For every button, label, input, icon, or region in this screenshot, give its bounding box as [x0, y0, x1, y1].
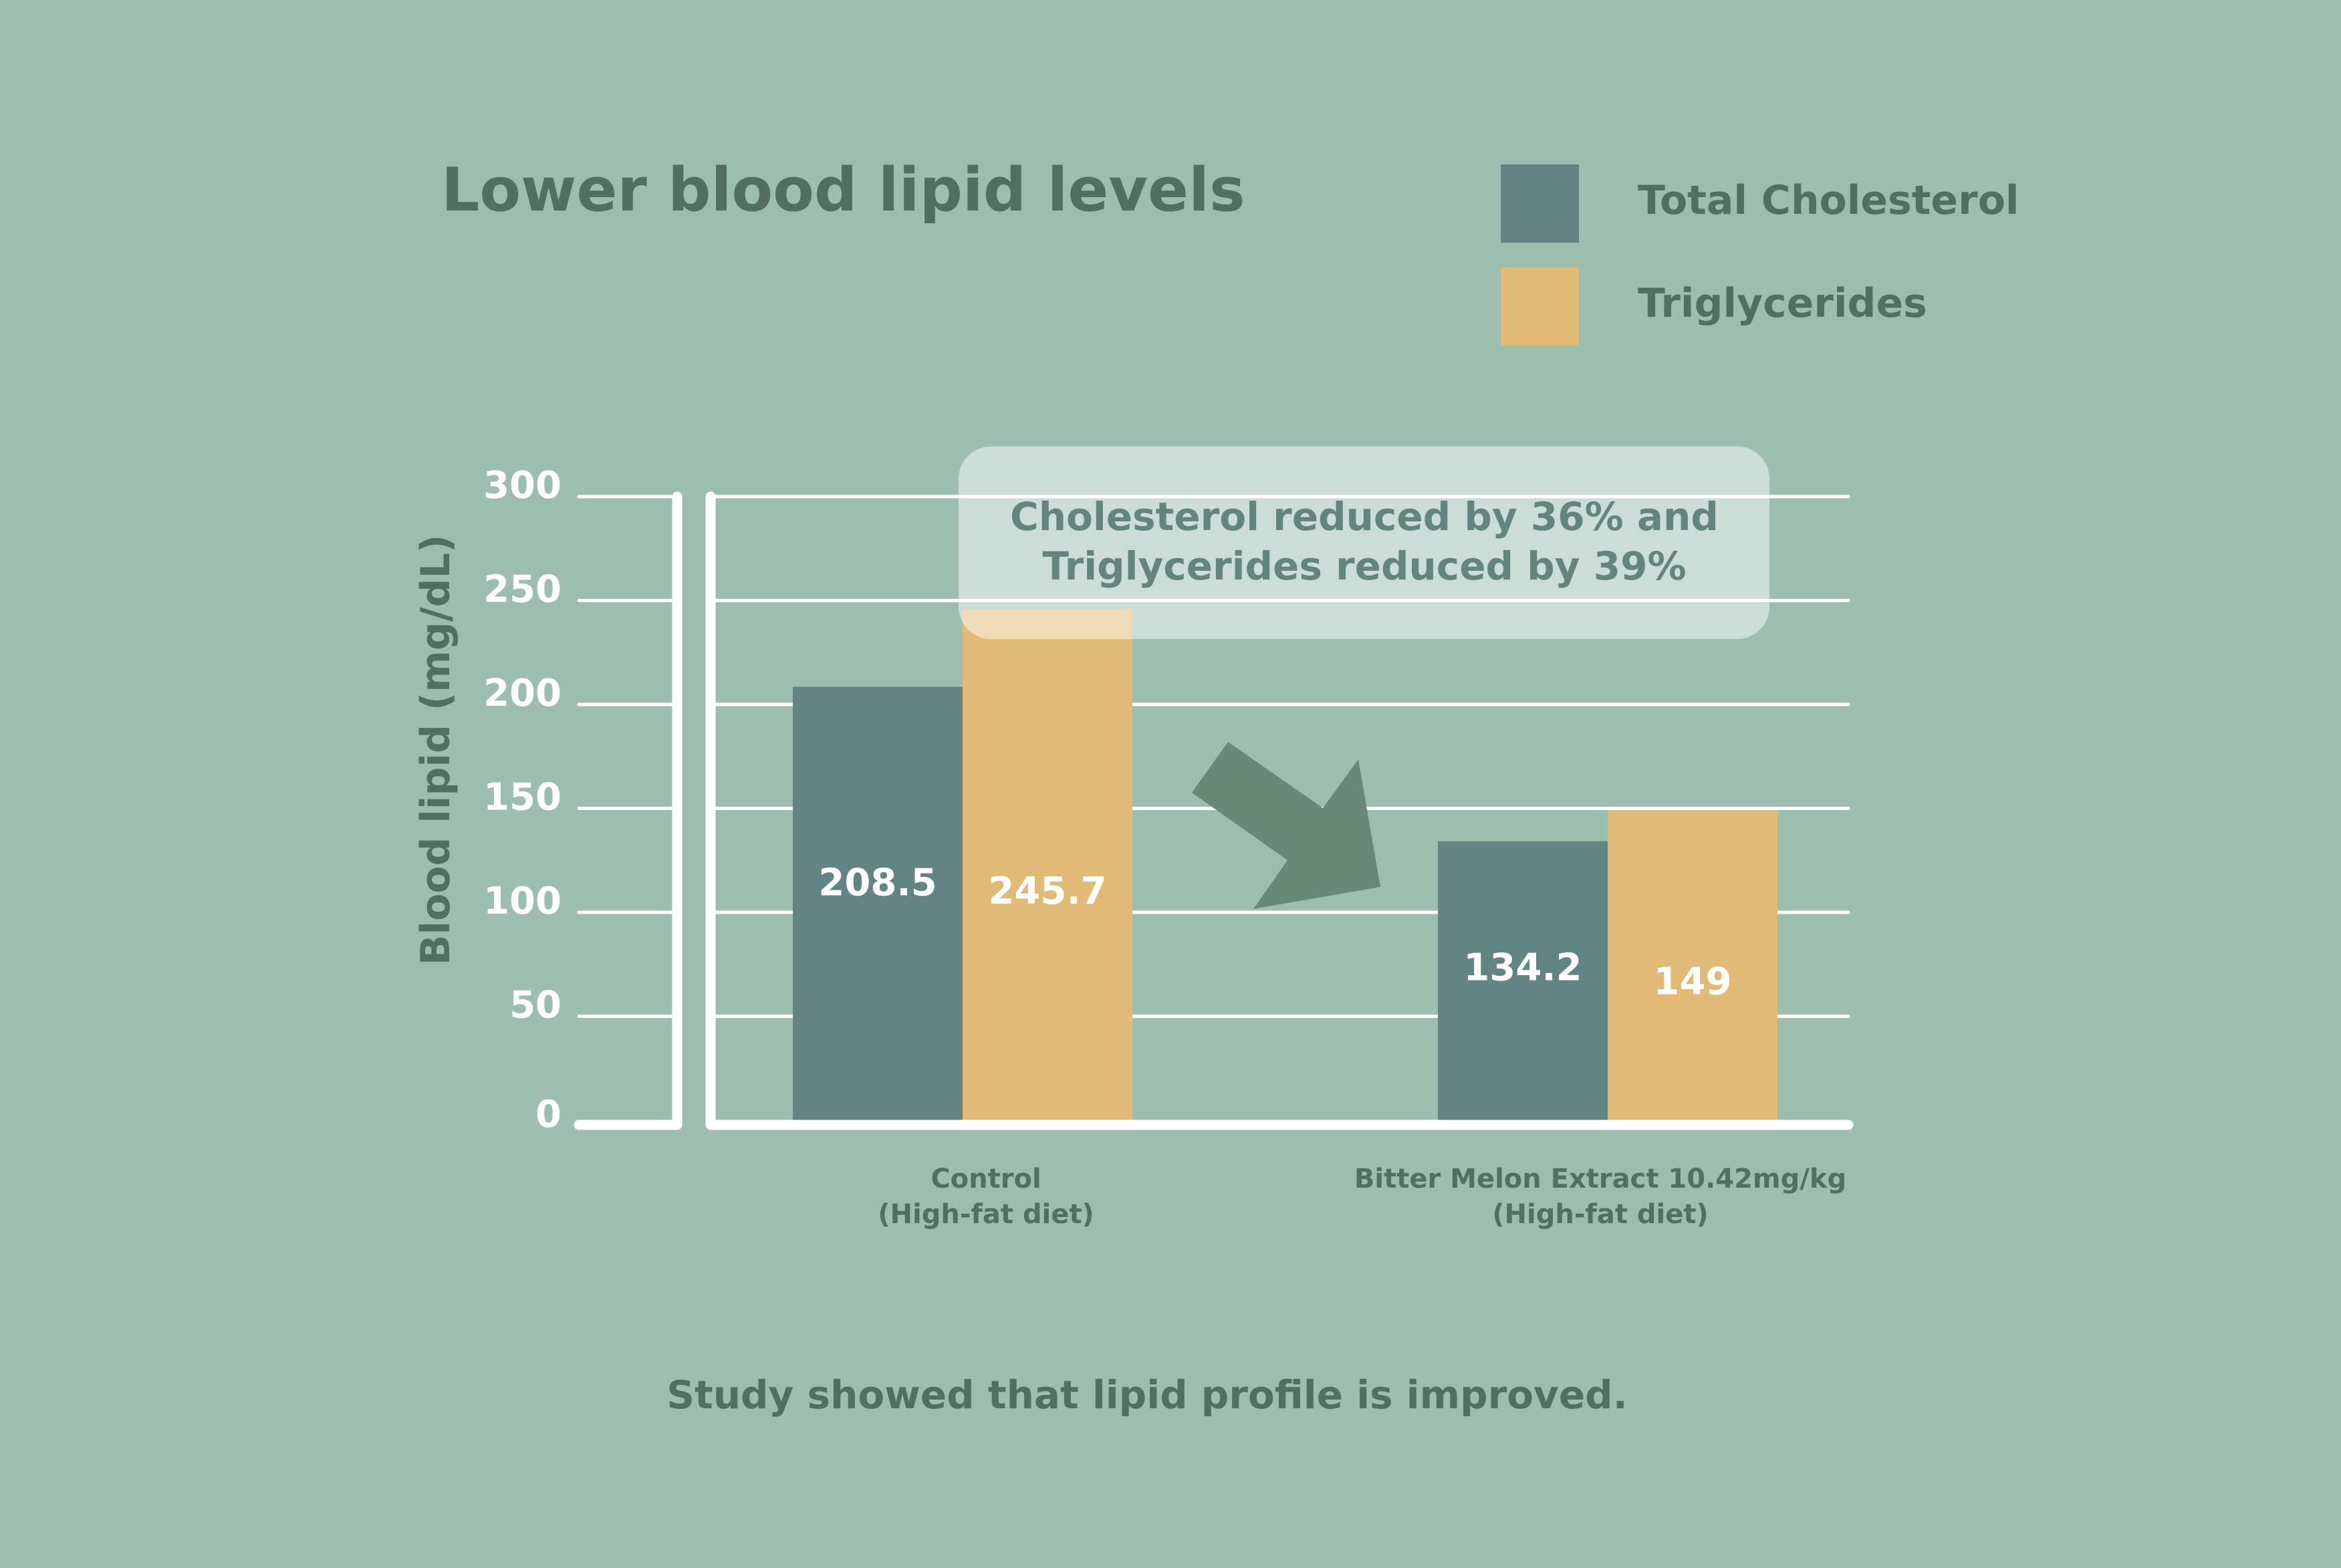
y-tick-label-50: 50	[509, 984, 562, 1027]
y-axis-label: Blood lipid (mg/dL)	[412, 535, 459, 965]
legend: Total Cholesterol Triglycerides	[1501, 164, 2019, 346]
value-labels: 208.5 245.7 134.2 149	[818, 861, 1731, 1003]
value-label-total-cholesterol-1: 134.2	[1463, 946, 1582, 989]
value-label-total-cholesterol-0: 208.5	[818, 861, 937, 904]
y-tick-label-0: 0	[535, 1093, 562, 1136]
footnote: Study showed that lipid profile is impro…	[666, 1372, 1627, 1418]
bar-triglycerides-0	[963, 609, 1132, 1120]
y-axis-left	[574, 491, 683, 1130]
callout-box	[959, 446, 1769, 639]
legend-swatch-total-cholesterol	[1501, 164, 1579, 243]
y-tick-label-150: 150	[483, 776, 562, 819]
y-tick-label-200: 200	[483, 672, 562, 715]
legend-label-triglycerides: Triglycerides	[1638, 280, 1927, 327]
y-axis-right	[705, 491, 1854, 1130]
bar-triglycerides-1	[1608, 810, 1777, 1120]
y-tick-label-300: 300	[483, 464, 562, 507]
category-label-control-line1: Control	[931, 1164, 1041, 1194]
x-category-labels: Control (High-fat diet) Bitter Melon Ext…	[878, 1164, 1846, 1230]
chart-title: Lower blood lipid levels	[441, 155, 1245, 225]
category-label-extract-line2: (High-fat diet)	[1492, 1199, 1709, 1230]
down-arrow-icon	[1192, 742, 1380, 909]
category-label-extract-line1: Bitter Melon Extract 10.42mg/kg	[1354, 1164, 1846, 1194]
bar-total-cholesterol-0	[793, 686, 963, 1120]
callout-line-1: Cholesterol reduced by 36% and	[1010, 494, 1719, 539]
bar-total-cholesterol-1	[1438, 841, 1608, 1120]
callout-line-2: Triglycerides reduced by 39%	[1042, 543, 1686, 589]
legend-label-total-cholesterol: Total Cholesterol	[1638, 177, 2019, 224]
y-tick-label-250: 250	[483, 568, 562, 612]
value-label-triglycerides-1: 149	[1654, 960, 1732, 1003]
value-label-triglycerides-0: 245.7	[988, 870, 1106, 913]
bars	[793, 609, 1777, 1120]
axes	[574, 491, 1854, 1130]
category-label-control-line2: (High-fat diet)	[878, 1199, 1094, 1230]
y-tick-labels: 0 50 100 150 200 250 300	[483, 464, 562, 1136]
y-tick-label-100: 100	[483, 880, 562, 923]
legend-swatch-triglycerides	[1501, 267, 1579, 346]
